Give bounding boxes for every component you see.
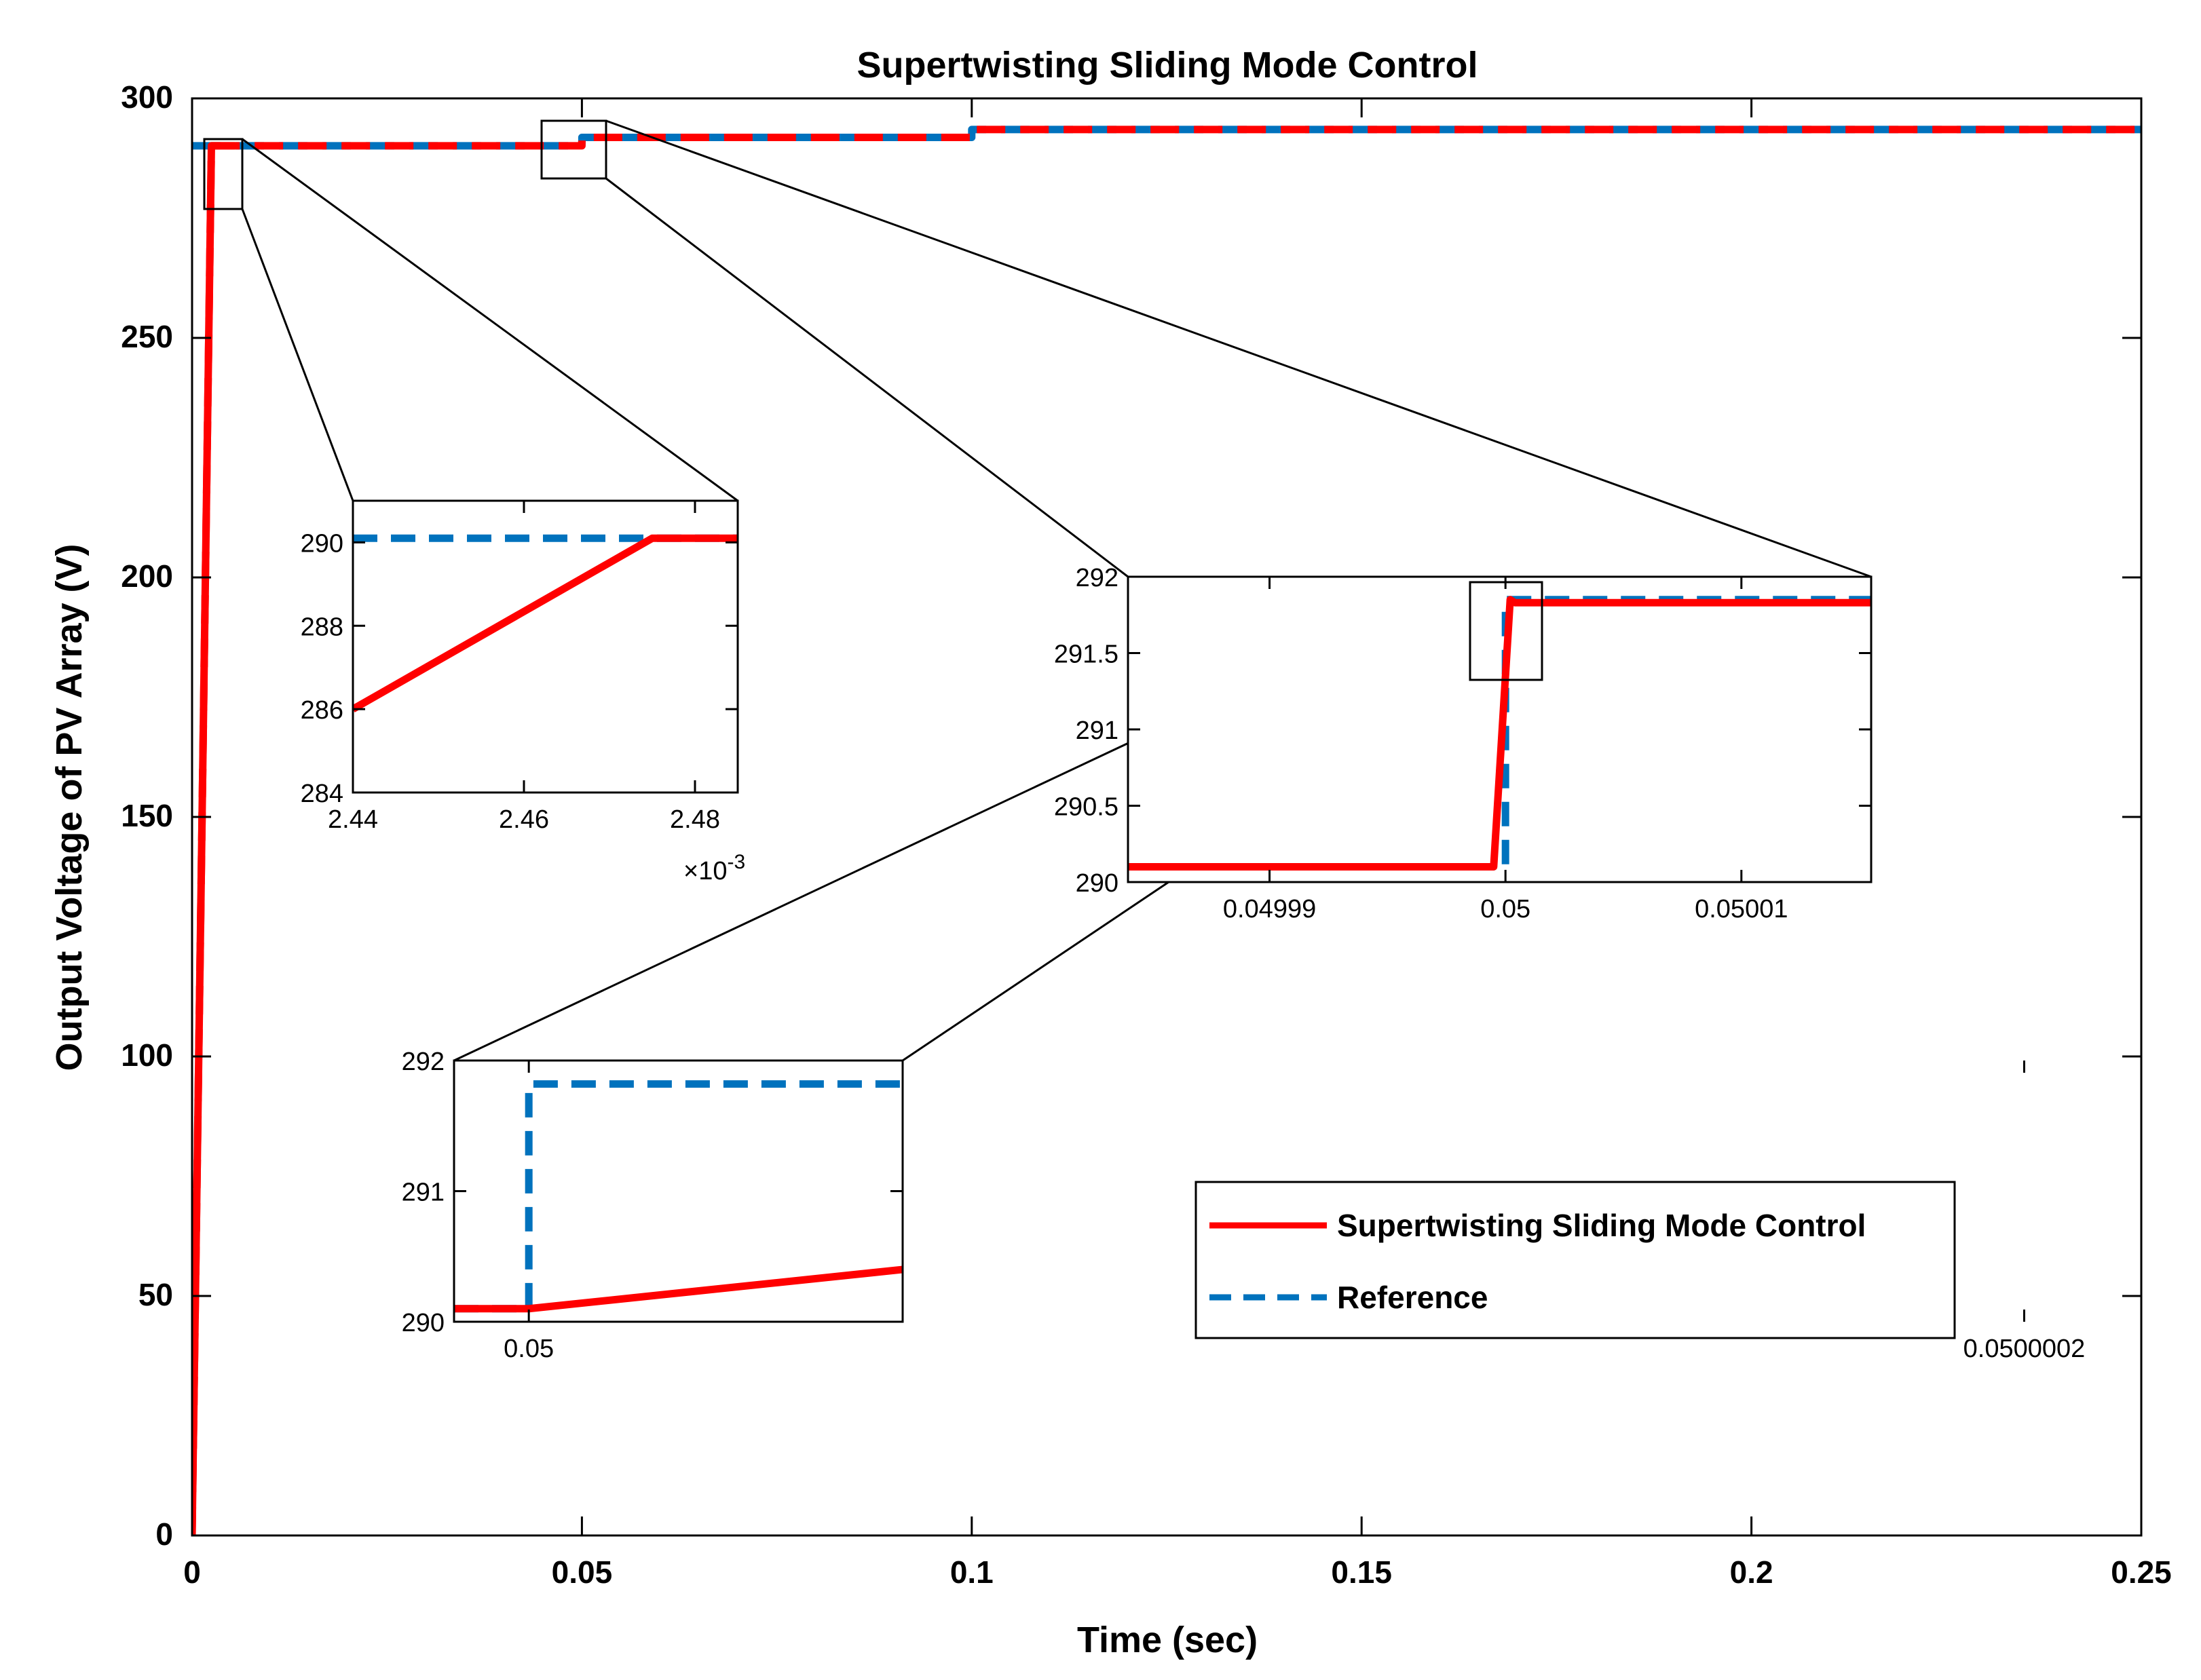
main-y-tick-label: 300	[121, 79, 173, 115]
x-axis-label: Time (sec)	[1077, 1620, 1258, 1660]
inset-step-smc-line	[1128, 596, 1871, 871]
inset-step-y-tick-label: 290	[1076, 869, 1118, 898]
inset-detail-y-tick-label: 291	[402, 1179, 445, 1207]
main-y-tick-label: 200	[121, 558, 173, 594]
main-y-tick-label: 250	[121, 319, 173, 354]
main-x-tick-label: 0.25	[2111, 1554, 2172, 1590]
main-y-tick-label: 0	[155, 1516, 173, 1552]
main-x-tick-label: 0	[183, 1554, 201, 1590]
zoom-box-step	[540, 119, 607, 180]
inset-detail-x-tick-label: 0.0500002	[1963, 1335, 2086, 1363]
inset-step-y-tick-label: 292	[1076, 564, 1118, 592]
inset-startup-x-tick-label: 2.48	[670, 805, 720, 834]
inset-detail-x-tick-label: 0.05	[504, 1335, 554, 1363]
main-x-tick-label: 0.1	[950, 1554, 994, 1590]
inset-startup-x-tick-label: 2.44	[328, 805, 378, 834]
chart-title: Supertwisting Sliding Mode Control	[857, 45, 1478, 85]
inset-detail-y-tick-label: 290	[402, 1309, 445, 1337]
y-axis-label: Output Voltage of PV Array (V)	[49, 543, 90, 1071]
main-y-tick-label: 150	[121, 798, 173, 833]
inset-step-x-tick-label: 0.05001	[1695, 895, 1788, 923]
inset-step-y-tick-label: 291	[1076, 717, 1118, 745]
main-y-tick-label: 50	[138, 1277, 173, 1312]
legend-label-reference: Reference	[1337, 1280, 1488, 1315]
inset-step-x-tick-label: 0.04999	[1223, 895, 1316, 923]
legend: Supertwisting Sliding Mode Control Refer…	[1194, 1181, 1956, 1339]
inset-detail: 0.050.05000020.0500004290291292	[402, 1048, 2086, 1363]
inset-step-y-tick-label: 290.5	[1054, 793, 1118, 822]
inset-step-x-tick-label: 0.05	[1480, 895, 1530, 923]
series-smc-startup	[192, 142, 236, 1535]
inset-detail-y-tick-label: 292	[402, 1048, 445, 1076]
inset-startup-smc-line	[353, 534, 738, 712]
main-x-tick-label: 0.05	[552, 1554, 613, 1590]
zoom-box-startup	[203, 138, 244, 210]
zoom-connector-line	[241, 208, 354, 501]
inset-startup-y-tick-label: 286	[301, 696, 343, 725]
inset-startup-y-tick-label: 284	[301, 780, 343, 808]
main-y-tick-label: 100	[121, 1037, 173, 1073]
main-x-tick-label: 0.2	[1730, 1554, 1773, 1590]
inset-startup-y-tick-label: 290	[301, 529, 343, 558]
inset-startup-x-tick-label: 2.46	[499, 805, 549, 834]
zoom-connector-line	[605, 119, 1872, 578]
zoom-box-detail	[1469, 581, 1543, 681]
legend-label-smc: Supertwisting Sliding Mode Control	[1337, 1208, 1866, 1243]
zoom-connector-line	[605, 177, 1129, 578]
zoom-connector-line	[242, 138, 738, 502]
main-x-tick-label: 0.15	[1331, 1554, 1392, 1590]
inset-step-y-tick-label: 291.5	[1054, 641, 1118, 669]
inset-startup-y-tick-label: 288	[301, 613, 343, 641]
inset-step: 0.04999 0.05 0.05001 290 290.5 291 291.5 292	[1054, 564, 1873, 923]
